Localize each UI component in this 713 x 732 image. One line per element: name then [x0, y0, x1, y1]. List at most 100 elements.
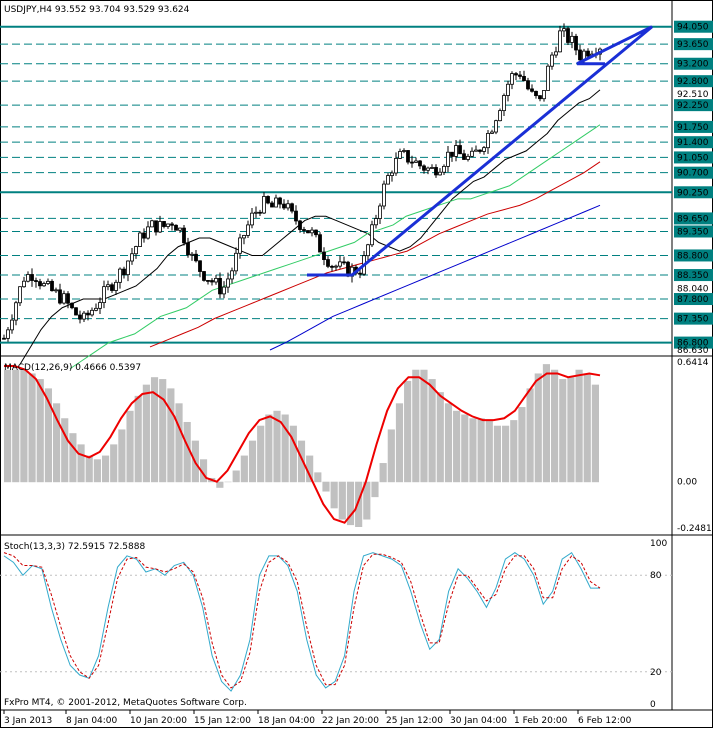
candle-body — [2, 337, 6, 340]
candle-body — [470, 150, 474, 157]
candle-body — [398, 151, 402, 159]
candle-body — [290, 203, 294, 212]
price-tick-label: 86.800 — [677, 339, 709, 349]
macd-histogram-bar — [110, 444, 118, 483]
macd-title: MACD(12,26,9) 0.4666 0.5397 — [4, 363, 141, 373]
time-tick-label: 6 Feb 12:00 — [578, 716, 632, 726]
level-tag — [674, 212, 713, 225]
price-tick-label: 93.200 — [677, 60, 709, 70]
candle-body — [270, 202, 274, 208]
candle-body — [206, 280, 210, 282]
candle-body — [126, 260, 130, 276]
candle-body — [238, 237, 242, 254]
candle-body — [146, 226, 150, 239]
candle-body — [578, 49, 582, 61]
level-tag — [674, 312, 713, 325]
level-tag — [674, 336, 713, 349]
price-tick-label: 91.050 — [677, 153, 709, 163]
time-tick-label: 8 Jan 04:00 — [66, 716, 118, 726]
price-tick-label: 88.350 — [677, 271, 709, 281]
macd-histogram-bar — [289, 425, 297, 483]
price-tick-label: 92.250 — [677, 101, 709, 111]
macd-histogram-bar — [583, 373, 591, 483]
candle-body — [394, 157, 398, 174]
time-tick-label: 25 Jan 12:00 — [386, 716, 443, 726]
candle-body — [218, 277, 222, 295]
price-tick-label: 92.800 — [677, 77, 709, 87]
macd-histogram-bar — [330, 481, 338, 509]
macd-histogram-bar — [306, 455, 314, 483]
macd-histogram-bar — [395, 403, 404, 483]
macd-histogram-bar — [273, 410, 281, 483]
macd-histogram-bar — [265, 414, 273, 483]
candle-body — [454, 145, 458, 157]
candle-body — [226, 278, 230, 288]
stoch-tick-label: 20 — [650, 668, 662, 678]
candle-body — [586, 50, 590, 57]
time-tick-label: 22 Jan 20:00 — [322, 716, 379, 726]
candle-body — [150, 220, 154, 228]
candle-body — [342, 261, 346, 264]
candle-body — [18, 286, 22, 304]
candle-body — [478, 149, 482, 152]
candle-body — [106, 284, 110, 288]
macd-histogram-bar — [77, 444, 85, 483]
candle-body — [526, 80, 530, 90]
macd-histogram-bar — [69, 433, 77, 483]
candle-body — [98, 302, 102, 309]
macd-histogram-bar — [412, 369, 420, 483]
candle-body — [154, 220, 158, 233]
candle-body — [374, 218, 378, 226]
candle-body — [70, 302, 74, 309]
time-tick-label: 30 Jan 04:00 — [450, 716, 507, 726]
trendline[interactable] — [307, 25, 653, 277]
macd-histogram-bar — [404, 380, 412, 483]
level-tag — [674, 57, 713, 70]
candle-body — [370, 224, 374, 246]
candle-body — [546, 65, 550, 91]
candle-body — [450, 151, 454, 157]
macd-histogram-bar — [371, 481, 379, 498]
candle-body — [30, 274, 34, 281]
candle-body — [242, 235, 246, 239]
candle-body — [558, 30, 562, 53]
price-tick-label: 93.650 — [677, 40, 709, 50]
candle-body — [78, 314, 82, 320]
level-tag — [674, 99, 713, 112]
candle-body — [6, 329, 10, 339]
candle-body — [574, 35, 578, 51]
candle-body — [34, 280, 38, 282]
stoch-tick-label: 80 — [650, 571, 662, 581]
candle-body — [518, 74, 522, 77]
level-tag — [674, 293, 713, 306]
candle-body — [446, 151, 450, 167]
macd-histogram-bar — [461, 414, 469, 483]
candle-body — [502, 95, 506, 112]
level-tag — [674, 225, 713, 238]
candle-body — [118, 268, 122, 283]
candle-body — [166, 223, 170, 227]
price-tick-label: 91.400 — [677, 138, 709, 148]
level-tag — [674, 120, 713, 133]
macd-signal-line — [4, 364, 601, 524]
candle-body — [190, 253, 194, 256]
macd-histogram-bar — [257, 425, 265, 483]
price-tick-label: 89.350 — [677, 227, 709, 237]
macd-histogram-bar — [20, 369, 28, 483]
candle-body — [74, 307, 78, 316]
macd-histogram-bar — [183, 421, 191, 483]
candle-body — [114, 281, 118, 291]
candle-body — [414, 160, 418, 163]
candle-body — [338, 261, 342, 267]
candle-body — [282, 203, 286, 209]
macd-histogram-bar — [322, 481, 330, 492]
candle-body — [534, 90, 538, 97]
macd-histogram-bar — [518, 407, 526, 483]
macd-histogram-bar — [420, 369, 428, 483]
candle-body — [318, 234, 322, 253]
copyright-text: FxPro MT4, © 2001-2012, MetaQuotes Softw… — [4, 698, 247, 708]
candle-body — [158, 221, 162, 233]
candle-body — [246, 224, 250, 236]
candle-body — [278, 197, 282, 205]
macd-histogram-bar — [175, 403, 183, 483]
